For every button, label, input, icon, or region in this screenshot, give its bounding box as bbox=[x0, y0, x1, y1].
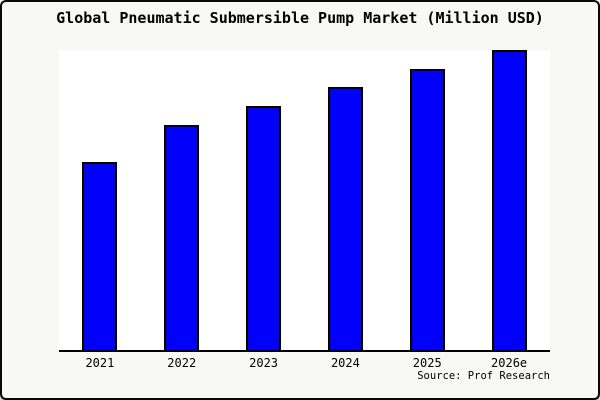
x-axis-label-2023: 2023 bbox=[249, 356, 279, 370]
source-credit: Source: Prof Research bbox=[417, 370, 550, 382]
plot-area bbox=[59, 50, 550, 352]
x-axis-label-2021: 2021 bbox=[85, 356, 115, 370]
bar-2023 bbox=[246, 106, 282, 350]
x-axis-label-2026e: 2026e bbox=[491, 356, 528, 370]
bar-2024 bbox=[327, 87, 363, 350]
bar-2026e bbox=[491, 50, 527, 350]
x-axis-label-2024: 2024 bbox=[330, 356, 360, 370]
bar-2022 bbox=[164, 125, 200, 350]
bar-2025 bbox=[409, 69, 445, 350]
x-axis-label-2022: 2022 bbox=[167, 356, 197, 370]
chart-title: Global Pneumatic Submersible Pump Market… bbox=[56, 9, 544, 27]
bar-2021 bbox=[82, 162, 118, 350]
x-axis-label-2025: 2025 bbox=[412, 356, 442, 370]
